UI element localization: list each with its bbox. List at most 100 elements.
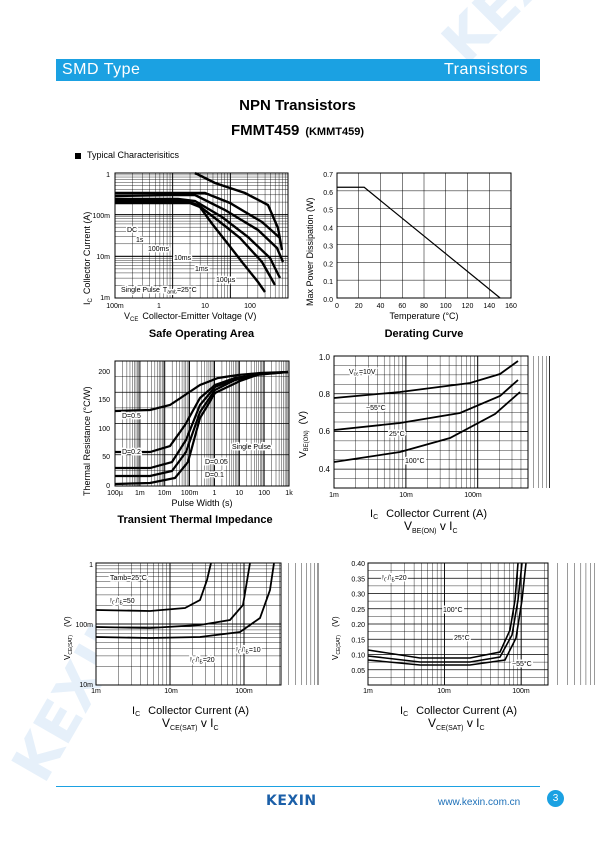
y-tick: 1.0 (319, 353, 331, 362)
caption-derating-curve: Derating Curve (384, 328, 464, 340)
annotation-10ms: 10ms (174, 255, 192, 262)
x-tick: 1m (363, 688, 373, 695)
y-tick: 0.0 (323, 297, 333, 304)
vbe-curve (333, 360, 519, 399)
chart-subtitle: VCE(SAT) v IC (162, 716, 219, 732)
svg-text:VCE(SAT)(V): VCE(SAT)(V) (331, 616, 342, 660)
y-tick: 10m (96, 254, 110, 261)
bullet-square-icon (75, 152, 81, 159)
x-axis-label: Temperature (°C) (389, 311, 458, 321)
annotation-ratio-20: IC/IB=20 (190, 657, 215, 666)
annotation-single-pulse: Single Pulse Tamb=25°C (121, 286, 197, 296)
soa-curve (194, 171, 284, 251)
section-heading: Typical Characterisitics (75, 150, 179, 160)
y-tick: 10m (79, 682, 93, 689)
x-axis-label: IC Collector Current (A) (400, 705, 517, 718)
y-tick: 0.8 (319, 390, 331, 399)
vcesat-curve (367, 562, 519, 659)
svg-text:ICCollector Current (A): ICCollector Current (A) (82, 212, 94, 305)
y-tick: 0.5 (323, 208, 333, 215)
y-tick: 0.7 (323, 172, 333, 179)
y-tick: 0.1 (323, 279, 333, 286)
x-tick: 10m (399, 492, 413, 499)
x-tick: 100 (258, 490, 270, 497)
y-tick: 100 (98, 426, 110, 433)
y-tick: 0.30 (351, 592, 365, 599)
annotation-100: 100°C (443, 606, 463, 614)
x-tick: 1k (285, 490, 293, 497)
x-tick: 1m (329, 492, 339, 499)
header-category: SMD Type (62, 61, 141, 78)
x-tick: 10m (164, 688, 178, 695)
y-tick: 0.20 (351, 622, 365, 629)
x-tick: 40 (377, 303, 385, 310)
y-axis-label: Max Power Dissipation (W) (305, 197, 315, 306)
annotation-vce: Vce=10V (349, 369, 376, 378)
annotation-single-pulse: Single Pulse (232, 444, 271, 451)
x-tick: 1m (91, 688, 101, 695)
y-tick: 0.35 (351, 576, 365, 583)
annotation-tamb: Tamb=25°C (110, 574, 147, 582)
alt-part-number: (KMMT459) (305, 126, 364, 138)
y-tick: 1 (106, 172, 110, 179)
page-number: 3 (547, 790, 564, 807)
y-tick: 200 (98, 369, 110, 376)
y-tick: 0.25 (351, 607, 365, 614)
annotation-ratio-10: IC/IB=10 (236, 647, 261, 656)
caption-safe-operating-area: Safe Operating Area (148, 328, 255, 340)
y-axis-label: ICCollector Current (A) (82, 212, 94, 305)
annotation-1ms: 1ms (195, 266, 209, 273)
annotation-minus55: −55°C (366, 404, 386, 412)
thermal-curve (114, 370, 289, 413)
y-tick: 0.4 (323, 226, 333, 233)
x-tick: 0 (335, 303, 339, 310)
y-tick: 0.6 (319, 427, 331, 436)
vbe-curve (333, 379, 519, 431)
annotation-d01: D=0.1 (205, 472, 224, 479)
vcesat-curve (95, 562, 212, 612)
x-tick: 10 (201, 303, 209, 310)
annotation-100ms: 100ms (148, 246, 170, 253)
header-product-type: Transistors (443, 61, 528, 78)
soa-curve (115, 197, 282, 279)
y-tick: 150 (98, 397, 110, 404)
y-tick: 100m (75, 622, 93, 629)
x-tick: 100m (106, 303, 124, 310)
x-axis-label: IC Collector Current (A) (370, 508, 487, 521)
x-tick: 100m (235, 688, 253, 695)
annotation-25: 25°C (454, 634, 470, 642)
annotation-100: 100°C (405, 457, 425, 465)
section-heading-text: Typical Characterisitics (87, 150, 180, 160)
annotation-dc: DC (127, 227, 137, 234)
y-tick: 1m (100, 295, 110, 302)
y-tick: 0.6 (323, 190, 333, 197)
x-tick: 1m (135, 490, 145, 497)
y-tick: 0.2 (323, 261, 333, 268)
chart-subtitle: VCE(SAT) v IC (428, 716, 485, 732)
x-tick: 10m (158, 490, 172, 497)
x-tick: 100m (181, 490, 199, 497)
svg-text:VBE(ON)(V): VBE(ON)(V) (298, 411, 310, 458)
y-axis-label: VBE(ON)(V) (298, 411, 310, 458)
x-tick: 1 (157, 303, 161, 310)
x-tick: 100µ (107, 490, 123, 497)
y-tick: 50 (102, 454, 110, 461)
vcesat-curve (95, 562, 275, 639)
annotation-d02: D=0.2 (122, 449, 141, 456)
vcesat-curve (95, 562, 251, 629)
page-title: NPN Transistors (239, 97, 356, 114)
x-tick: 100 (244, 303, 256, 310)
thermal-curve (114, 370, 289, 486)
x-axis-label: IC Collector Current (A) (132, 705, 249, 718)
y-tick: 0.10 (351, 653, 365, 660)
annotation-100us: 100µs (216, 277, 236, 284)
footer-url[interactable]: www.kexin.com.cn (438, 797, 521, 808)
annotation-d05: D=0.5 (122, 413, 141, 420)
y-tick: 0.3 (323, 243, 333, 250)
vcesat-curve (367, 562, 527, 666)
annotation-d005: D=0.05 (205, 459, 228, 466)
